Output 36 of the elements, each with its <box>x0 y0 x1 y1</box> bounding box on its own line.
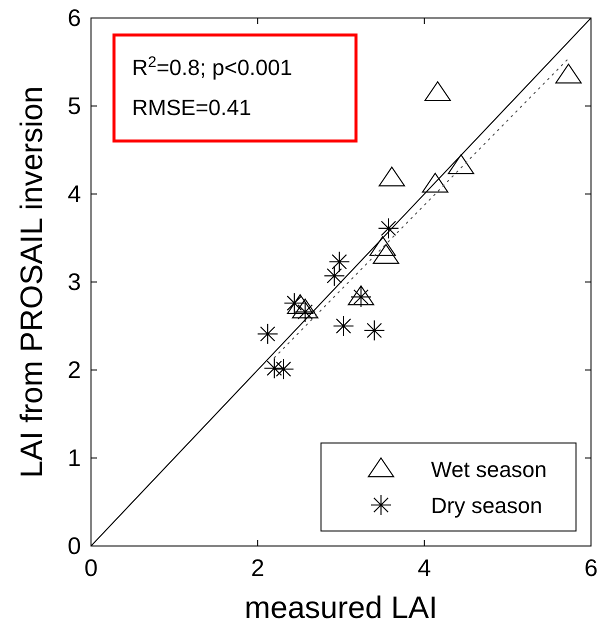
y-tick-label: 6 <box>68 5 81 32</box>
y-tick-label: 4 <box>68 181 81 208</box>
point <box>272 358 294 380</box>
point <box>424 81 451 102</box>
x-axis-title: measured LAI <box>244 590 438 625</box>
point <box>372 244 400 264</box>
y-tick-label: 5 <box>68 93 81 120</box>
annotation: R$^{2}$=0.8; p<0.001 <box>132 54 292 80</box>
point <box>264 358 285 379</box>
y-tick-label: 0 <box>68 533 81 560</box>
x-tick-label: 4 <box>418 555 432 582</box>
point <box>284 292 305 314</box>
point <box>257 323 278 344</box>
point <box>292 298 318 318</box>
point <box>332 315 354 337</box>
point <box>448 154 474 174</box>
y-tick-label: 2 <box>68 357 81 384</box>
point <box>555 64 582 84</box>
x-tick-label: 6 <box>584 555 598 582</box>
legend-label: Wet season <box>431 457 547 482</box>
legend-label: Dry season <box>431 493 542 518</box>
point <box>328 251 350 272</box>
point <box>378 218 400 239</box>
point <box>422 172 448 193</box>
x-tick-label: 2 <box>250 555 264 582</box>
point <box>369 236 396 256</box>
x-tick-label: 0 <box>84 555 98 582</box>
y-tick-label: 1 <box>68 445 81 472</box>
y-tick-label: 3 <box>68 269 81 296</box>
y-axis-title: LAI from PROSAIL inversion <box>14 86 49 478</box>
point <box>294 301 316 322</box>
point <box>364 320 385 341</box>
point <box>378 166 406 186</box>
annotation: RMSE=0.41 <box>132 95 252 120</box>
point <box>324 265 345 286</box>
point <box>286 294 314 314</box>
